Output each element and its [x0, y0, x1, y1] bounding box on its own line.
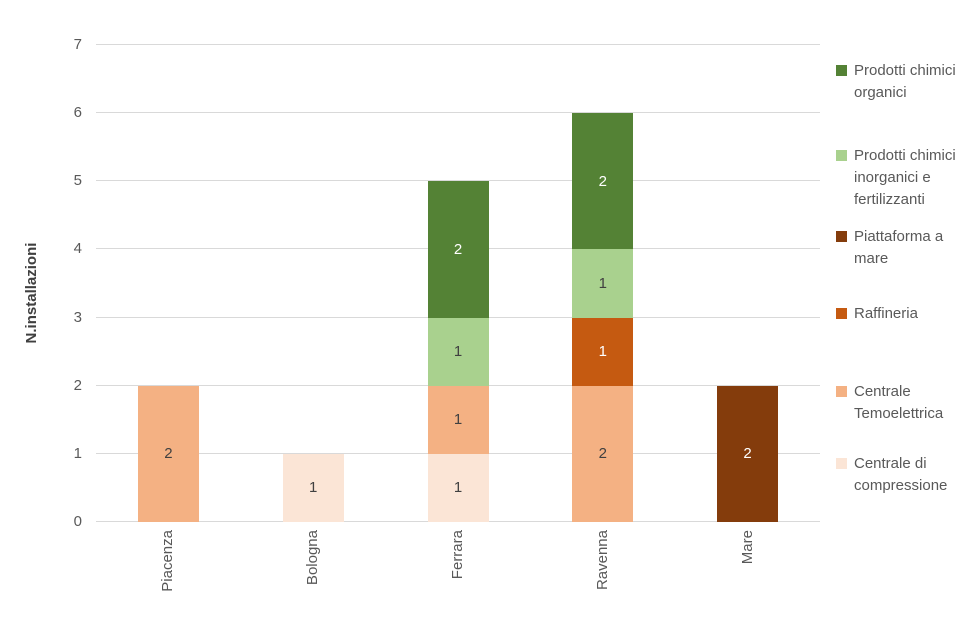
- gridline: [96, 112, 820, 114]
- y-tick-label: 0: [73, 513, 82, 530]
- legend-item: Centrale di compressione: [836, 453, 974, 497]
- y-tick-label: 5: [73, 172, 82, 190]
- legend-swatch: [836, 458, 847, 469]
- y-tick-label: 3: [73, 308, 82, 326]
- bar-segment: 1: [282, 453, 344, 522]
- bar-value-label: 2: [453, 240, 463, 258]
- bar-segment: 2: [572, 113, 634, 250]
- bar-segment: 2: [137, 385, 199, 522]
- bar-segment: 1: [572, 317, 634, 386]
- legend-label: Raffineria: [854, 305, 918, 322]
- legend-label: Prodotti chimici organici: [854, 62, 956, 101]
- legend-label: Centrale Temoelettrica: [854, 383, 944, 422]
- legend-swatch: [836, 308, 847, 319]
- x-axis-label: Ferrara: [449, 530, 466, 580]
- gridline: [96, 180, 820, 182]
- bar-segment: 1: [427, 453, 489, 522]
- plot-area: 2 1 1 1 1 2 2 1 1 2 2: [96, 44, 820, 522]
- bar-segment: 1: [427, 385, 489, 454]
- y-tick-label: 4: [73, 240, 82, 258]
- legend-swatch: [836, 386, 847, 397]
- legend-label: Piattaforma a mare: [854, 228, 944, 267]
- y-tick-label: 1: [73, 444, 82, 462]
- bar-segment: 2: [427, 181, 489, 318]
- bar-value-label: 1: [598, 343, 607, 361]
- legend-item: Centrale Temoelettrica: [836, 381, 974, 425]
- bar-value-label: 1: [453, 411, 463, 429]
- legend-swatch: [836, 65, 847, 76]
- x-axis-label: Bologna: [304, 530, 322, 586]
- y-axis-title: N.installazioni: [23, 242, 40, 344]
- bar-segment: 1: [572, 249, 634, 318]
- y-tick-label: 2: [73, 376, 82, 394]
- legend-label: Centrale di compressione: [854, 455, 948, 494]
- legend-item: Prodotti chimici inorganici e fertilizza…: [836, 145, 974, 211]
- y-tick-label: 6: [73, 104, 82, 122]
- bar-value-label: 2: [598, 172, 607, 190]
- x-axis-label: Mare: [738, 530, 756, 565]
- bar-value-label: 1: [309, 479, 318, 497]
- x-axis-label: Piacenza: [159, 530, 177, 592]
- legend-item: Prodotti chimici organici: [836, 60, 974, 104]
- legend-swatch: [836, 231, 847, 242]
- bar-value-label: 1: [453, 343, 463, 361]
- bar-segment: 2: [717, 385, 779, 522]
- bar-segment: 2: [572, 385, 634, 522]
- bar-value-label: 2: [164, 445, 173, 463]
- legend-label: Prodotti chimici inorganici e fertilizza…: [854, 147, 956, 208]
- gridline: [96, 44, 820, 45]
- y-tick-label: 7: [73, 36, 82, 53]
- bar-segment: 1: [427, 317, 489, 386]
- legend-item: Piattaforma a mare: [836, 226, 974, 270]
- legend-item: Raffineria: [836, 303, 974, 325]
- bar-value-label: 2: [743, 445, 752, 463]
- x-axis-label: Ravenna: [593, 530, 611, 591]
- bar-value-label: 2: [598, 445, 607, 463]
- legend-swatch: [836, 150, 847, 161]
- bar-value-label: 1: [453, 479, 463, 497]
- bar-value-label: 1: [598, 275, 607, 292]
